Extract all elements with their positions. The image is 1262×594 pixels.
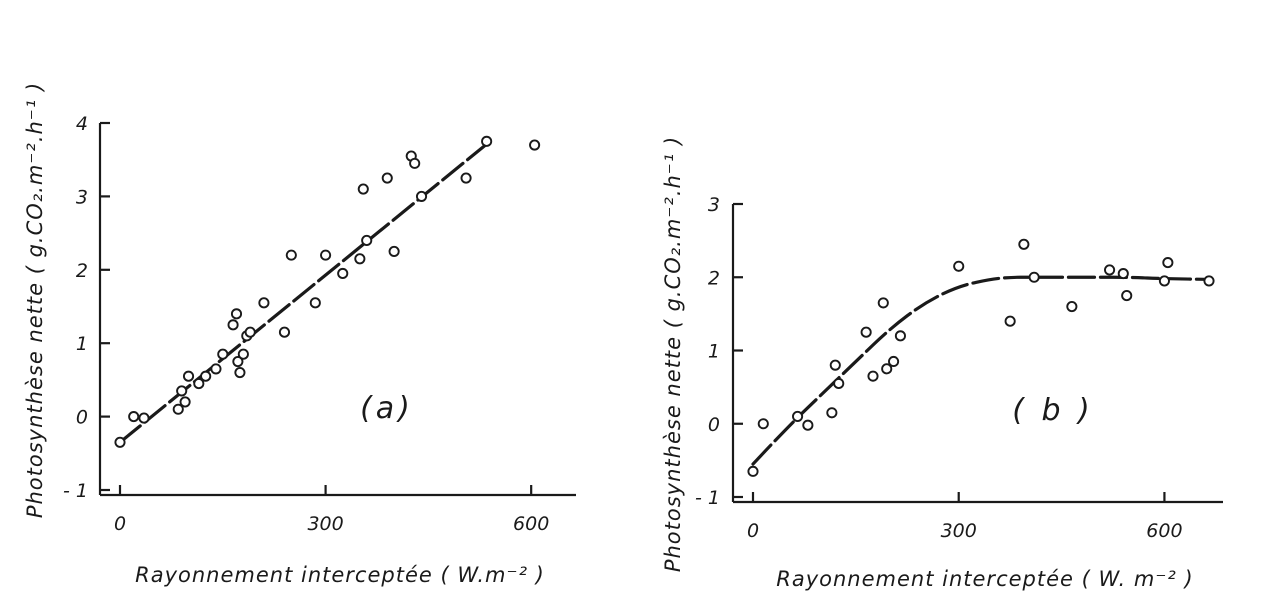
y-tick-label-a-1: 0 bbox=[76, 407, 88, 429]
data-point-b-4 bbox=[826, 407, 838, 419]
data-point-b-6 bbox=[833, 377, 845, 390]
data-point-b-11 bbox=[888, 355, 900, 368]
data-point-b-19 bbox=[1117, 268, 1129, 280]
data-point-a-6 bbox=[182, 370, 195, 382]
data-point-a-17 bbox=[244, 326, 256, 338]
data-point-a-30 bbox=[409, 157, 421, 169]
x-tick-label-b-0: 0 bbox=[747, 520, 759, 542]
fit-line-a bbox=[118, 139, 492, 444]
y-tick-label-a-2: 1 bbox=[76, 333, 88, 355]
panel-label-a: (a) bbox=[360, 391, 414, 426]
y-tick-label-b-4: 3 bbox=[708, 194, 720, 216]
data-point-a-21 bbox=[309, 297, 321, 309]
data-point-a-24 bbox=[354, 253, 366, 265]
data-point-a-1 bbox=[128, 411, 140, 423]
y-tick-label-b-2: 1 bbox=[708, 341, 720, 363]
y-axis-title-a: Photosynthèse nette ( g.CO₂.m⁻².h⁻¹ ) bbox=[23, 82, 47, 518]
data-point-a-18 bbox=[258, 297, 270, 309]
data-point-a-32 bbox=[460, 172, 472, 184]
data-point-b-14 bbox=[1004, 315, 1016, 327]
data-point-a-11 bbox=[227, 319, 239, 331]
data-point-b-20 bbox=[1121, 290, 1133, 302]
data-point-a-12 bbox=[230, 308, 243, 320]
y-tick-label-a-3: 2 bbox=[76, 260, 88, 282]
data-point-b-9 bbox=[877, 297, 889, 309]
x-tick-label-b-1: 300 bbox=[941, 520, 977, 542]
data-point-a-15 bbox=[237, 348, 249, 360]
data-point-b-3 bbox=[802, 419, 814, 431]
data-point-a-3 bbox=[172, 403, 184, 415]
y-tick-label-a-5: 4 bbox=[76, 113, 88, 135]
data-point-b-2 bbox=[792, 410, 804, 422]
y-tick-label-b-3: 2 bbox=[708, 267, 720, 289]
data-point-a-27 bbox=[381, 172, 393, 184]
chart-panel-b: ( b ) 0 300 600 - 1 0 1 2 3 Rayonnement … bbox=[661, 136, 1223, 591]
data-point-b-23 bbox=[1203, 275, 1215, 287]
data-point-a-33 bbox=[481, 135, 493, 147]
data-point-b-16 bbox=[1028, 271, 1040, 283]
data-point-b-18 bbox=[1104, 264, 1116, 276]
x-axis-title-b: Rayonnement interceptée ( W. m⁻² ) bbox=[776, 567, 1193, 591]
y-tick-label-b-1: 0 bbox=[708, 414, 720, 436]
data-point-a-19 bbox=[278, 326, 291, 338]
data-point-b-17 bbox=[1066, 300, 1078, 313]
data-point-b-0 bbox=[747, 465, 759, 477]
data-point-a-4 bbox=[176, 385, 188, 397]
x-tick-label-b-2: 600 bbox=[1146, 520, 1182, 542]
y-axis-title-b: Photosynthèse nette ( g.CO₂.m⁻².h⁻¹ ) bbox=[661, 136, 685, 572]
data-point-a-14 bbox=[234, 367, 246, 379]
data-point-b-12 bbox=[894, 330, 906, 342]
data-point-a-10 bbox=[217, 348, 229, 360]
data-point-a-20 bbox=[285, 249, 297, 261]
data-point-a-13 bbox=[232, 355, 244, 368]
data-point-a-25 bbox=[357, 183, 369, 195]
y-tick-label-b-0: - 1 bbox=[695, 487, 720, 509]
data-point-b-15 bbox=[1018, 238, 1030, 250]
data-point-a-9 bbox=[210, 363, 222, 375]
x-tick-label-a-2: 600 bbox=[513, 513, 549, 535]
x-axis-title-a: Rayonnement interceptée ( W.m⁻² ) bbox=[135, 563, 545, 587]
data-point-a-23 bbox=[337, 267, 349, 280]
data-point-a-28 bbox=[388, 245, 400, 257]
x-tick-label-a-1: 300 bbox=[307, 513, 343, 535]
data-point-a-31 bbox=[415, 190, 428, 202]
data-point-a-34 bbox=[529, 139, 541, 151]
data-point-a-2 bbox=[138, 412, 150, 424]
data-point-b-22 bbox=[1162, 257, 1174, 269]
data-point-a-8 bbox=[200, 370, 212, 382]
x-tick-label-a-0: 0 bbox=[114, 513, 126, 535]
data-point-b-7 bbox=[860, 326, 872, 338]
data-point-b-1 bbox=[757, 418, 769, 430]
data-point-b-13 bbox=[953, 260, 965, 272]
fit-curve-b bbox=[751, 275, 1215, 466]
chart-panel-a: (a) 0 300 600 - 1 0 1 2 3 4 Rayonnement … bbox=[23, 82, 576, 587]
data-point-a-26 bbox=[361, 234, 373, 246]
data-point-a-5 bbox=[179, 396, 191, 408]
data-point-b-21 bbox=[1158, 275, 1170, 287]
data-point-a-22 bbox=[320, 249, 332, 261]
y-tick-label-a-4: 3 bbox=[76, 186, 88, 208]
data-point-b-10 bbox=[881, 363, 893, 375]
data-point-b-8 bbox=[867, 370, 879, 382]
data-point-b-5 bbox=[829, 359, 841, 371]
data-point-a-7 bbox=[193, 378, 205, 390]
y-tick-label-a-0: - 1 bbox=[63, 480, 88, 502]
data-point-a-0 bbox=[114, 436, 126, 448]
panel-label-b: ( b ) bbox=[1012, 393, 1094, 428]
